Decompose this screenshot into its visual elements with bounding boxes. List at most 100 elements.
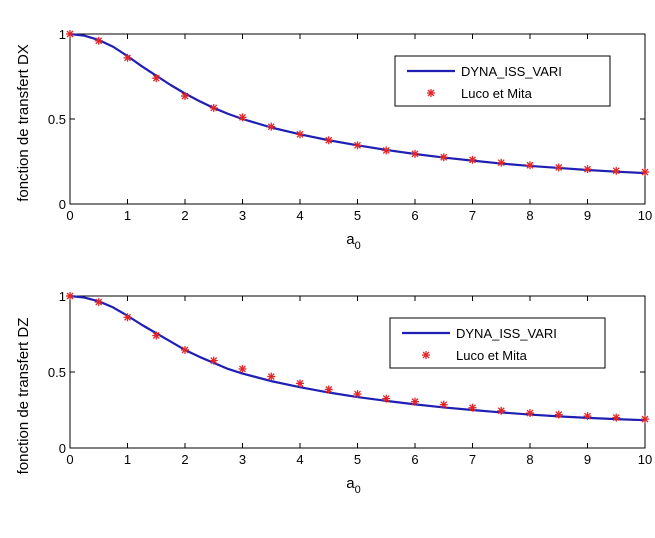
marker-stroke	[296, 379, 304, 387]
marker-stroke	[422, 351, 430, 359]
marker-stroke	[210, 104, 218, 112]
series-marker-luco-et-mita	[526, 161, 534, 170]
x-tick-label: 0	[66, 208, 73, 223]
legend: DYNA_ISS_VARI Luco et Mita	[389, 317, 606, 369]
marker-stroke	[239, 365, 246, 373]
series-marker-luco-et-mita	[152, 331, 161, 340]
series-marker-luco-et-mita	[583, 165, 592, 174]
legend-marker-swatch	[422, 351, 430, 359]
marker-stroke	[210, 357, 218, 365]
x-tick-label: 3	[239, 452, 246, 467]
series-marker-luco-et-mita	[353, 390, 362, 399]
marker-stroke	[152, 74, 160, 82]
x-axis-label-subscript: 0	[355, 240, 361, 252]
marker-stroke	[469, 404, 476, 412]
x-tick-label: 9	[584, 208, 591, 223]
marker-stroke	[555, 163, 563, 171]
series-marker-luco-et-mita	[641, 415, 649, 424]
series-marker-luco-et-mita	[66, 292, 74, 300]
marker-stroke	[267, 373, 275, 381]
marker-stroke	[584, 412, 591, 420]
marker-stroke	[526, 161, 534, 169]
series-marker-luco-et-mita	[209, 103, 218, 112]
x-tick-label: 5	[354, 452, 361, 467]
x-tick-label: 4	[296, 208, 303, 223]
marker-stroke	[354, 390, 361, 398]
marker-stroke	[267, 123, 275, 131]
marker-stroke	[555, 411, 563, 419]
x-tick-label: 3	[239, 208, 246, 223]
x-axis-label: a0	[346, 475, 360, 496]
y-tick-label: 0	[59, 441, 66, 456]
y-tick-label: 0	[59, 197, 66, 212]
x-tick-label: 2	[181, 452, 188, 467]
x-tick-label: 10	[638, 208, 652, 223]
series-marker-luco-et-mita	[238, 113, 247, 122]
marker-stroke	[66, 292, 74, 300]
series-marker-luco-et-mita	[641, 168, 649, 177]
marker-stroke	[296, 130, 304, 138]
series-marker-luco-et-mita	[468, 155, 477, 164]
series-marker-luco-et-mita	[411, 149, 419, 158]
x-tick-label: 2	[181, 208, 188, 223]
series-marker-luco-et-mita	[152, 74, 161, 83]
series-marker-luco-et-mita	[238, 364, 247, 373]
marker-stroke	[440, 153, 448, 161]
legend: DYNA_ISS_VARI Luco et Mita	[394, 55, 611, 107]
marker-stroke	[325, 386, 333, 393]
series-marker-luco-et-mita	[382, 146, 391, 155]
x-axis-label-subscript: 0	[355, 484, 361, 496]
x-axis-label-base: a	[346, 475, 355, 492]
marker-stroke	[497, 159, 505, 167]
series-marker-luco-et-mita	[267, 122, 276, 131]
x-axis-label-base: a	[346, 231, 355, 248]
marker-stroke	[354, 141, 361, 149]
series-marker-luco-et-mita	[296, 379, 304, 388]
x-tick-label: 5	[354, 208, 361, 223]
x-tick-label: 1	[124, 208, 131, 223]
marker-stroke	[497, 407, 505, 415]
series-marker-luco-et-mita	[181, 92, 189, 101]
x-tick-label: 8	[526, 452, 533, 467]
marker-stroke	[612, 414, 620, 422]
series-marker-luco-et-mita	[583, 412, 592, 421]
series-marker-luco-et-mita	[209, 356, 218, 365]
legend-label: Luco et Mita	[456, 348, 528, 363]
series-marker-luco-et-mita	[497, 406, 506, 415]
y-axis-label: fonction de transfert DX	[15, 44, 32, 202]
x-tick-label: 6	[411, 208, 418, 223]
legend-label: DYNA_ISS_VARI	[456, 326, 557, 341]
series-marker-luco-et-mita	[411, 397, 419, 406]
series-marker-luco-et-mita	[612, 166, 621, 175]
x-tick-label: 7	[469, 452, 476, 467]
marker-stroke	[411, 398, 419, 406]
marker-stroke	[382, 146, 390, 154]
x-tick-label: 6	[411, 452, 418, 467]
x-tick-label: 1	[124, 452, 131, 467]
marker-stroke	[95, 37, 103, 45]
x-axis-label: a0	[346, 231, 360, 252]
series-marker-luco-et-mita	[439, 153, 448, 162]
series-line-dyna-iss-vari	[69, 294, 646, 422]
marker-stroke	[612, 167, 620, 175]
series-marker-luco-et-mita	[123, 313, 132, 322]
x-tick-label: 4	[296, 452, 303, 467]
marker-stroke	[382, 395, 390, 403]
legend-marker-swatch	[427, 89, 435, 97]
series-marker-luco-et-mita	[612, 413, 621, 422]
series-marker-luco-et-mita	[497, 158, 506, 167]
marker-stroke	[584, 165, 591, 173]
series-marker-luco-et-mita	[94, 36, 103, 45]
series-marker-luco-et-mita	[296, 130, 304, 139]
marker-stroke	[124, 313, 131, 321]
x-tick-label: 8	[526, 208, 533, 223]
marker-stroke	[181, 346, 189, 354]
series-marker-luco-et-mita	[554, 163, 563, 172]
legend-box	[394, 55, 611, 107]
marker-stroke	[181, 92, 189, 100]
marker-stroke	[469, 156, 476, 164]
legend-label: Luco et Mita	[461, 86, 533, 101]
legend-box	[389, 317, 606, 369]
